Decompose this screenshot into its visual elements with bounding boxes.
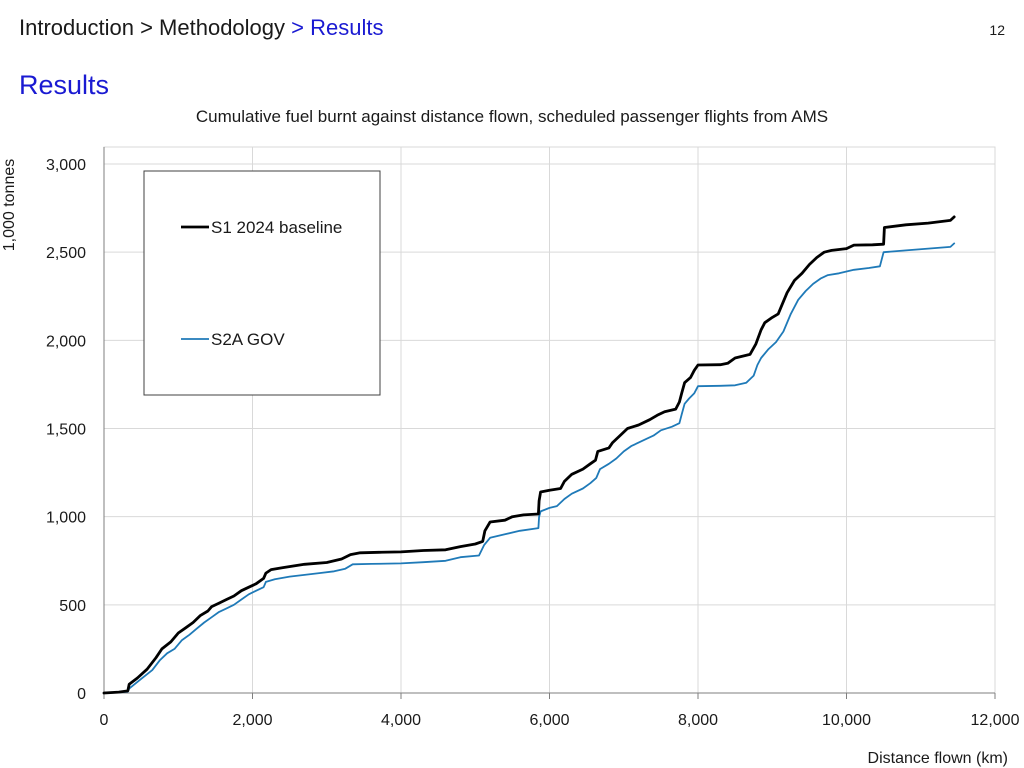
page-title: Results — [19, 70, 110, 100]
series-line-s1-2024-baseline — [102, 215, 956, 695]
y-tick-label: 1,500 — [46, 422, 86, 439]
x-tick-label: 6,000 — [529, 712, 569, 729]
x-tick-label: 4,000 — [381, 712, 421, 729]
breadcrumb-separator-current: > — [285, 15, 311, 40]
page-number: 12 — [989, 22, 1005, 38]
y-tick-label: 2,000 — [46, 333, 86, 350]
breadcrumb: Introduction > Methodology > Results — [19, 15, 383, 41]
y-tick-label: 2,500 — [46, 245, 86, 262]
x-tick-label: 2,000 — [232, 712, 272, 729]
chart-title: Cumulative fuel burnt against distance f… — [195, 107, 829, 126]
legend-label: S2A GOV — [211, 330, 285, 349]
x-axis-title: Distance flown (km) — [868, 750, 1008, 767]
x-tick-label: 12,000 — [971, 712, 1020, 729]
breadcrumb-results[interactable]: Results — [310, 15, 384, 40]
y-tick-label: 1,000 — [46, 510, 86, 527]
x-tick-label: 10,000 — [822, 712, 871, 729]
series-line-s2a-gov — [103, 242, 956, 694]
breadcrumb-methodology[interactable]: Methodology — [159, 15, 286, 40]
breadcrumb-separator: > — [133, 15, 160, 40]
breadcrumb-introduction[interactable]: Introduction — [19, 15, 134, 40]
legend-label: S1 2024 baseline — [211, 218, 342, 237]
legend-box — [143, 170, 381, 396]
x-tick-label: 8,000 — [678, 712, 718, 729]
y-tick-label: 3,000 — [46, 157, 86, 174]
y-tick-label: 500 — [59, 598, 86, 615]
x-tick-label: 0 — [100, 712, 109, 729]
y-tick-label: 0 — [77, 686, 86, 703]
